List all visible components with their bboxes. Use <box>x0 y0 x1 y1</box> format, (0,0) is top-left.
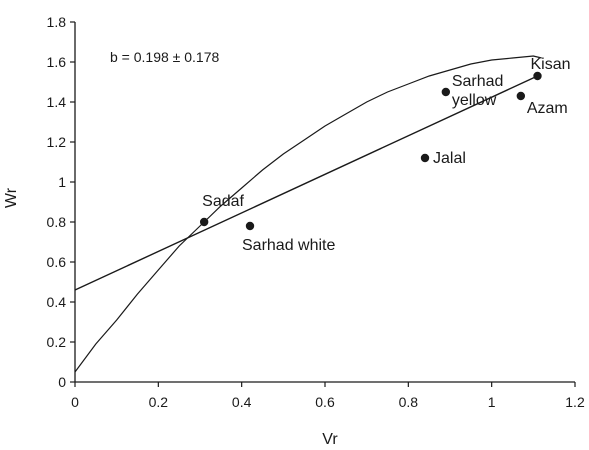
regression-annotation: b = 0.198 ± 0.178 <box>110 49 219 65</box>
data-point-sadaf <box>199 217 209 227</box>
data-point-kisan <box>533 71 542 81</box>
x-tick-label: 1 <box>488 394 496 410</box>
x-tick-label: 1.2 <box>565 394 585 410</box>
y-tick-label: 1.2 <box>47 134 67 150</box>
regression-line <box>74 75 538 291</box>
data-point-jalal <box>420 153 430 163</box>
y-tick-label: 0.2 <box>47 334 67 350</box>
point-label: Sarhad white <box>242 237 335 254</box>
data-point-azam <box>516 91 526 101</box>
point-label: Jalal <box>433 150 466 167</box>
point-label: Kisan <box>531 56 571 73</box>
data-points <box>199 71 542 231</box>
data-point-sarhad-white <box>245 221 255 231</box>
x-tick-label: 0 <box>71 394 79 410</box>
y-tick-label: 1 <box>58 174 66 190</box>
x-tick-label: 0.2 <box>149 394 169 410</box>
y-tick-label: 1.4 <box>47 94 67 110</box>
y-tick-label: 0.6 <box>47 254 67 270</box>
y-tick-label: 0.4 <box>47 294 67 310</box>
y-axis-title: Wr <box>3 187 20 208</box>
point-label: Sadaf <box>202 193 244 210</box>
tick-marks <box>70 21 576 387</box>
x-tick-label: 0.8 <box>399 394 419 410</box>
x-tick-label: 0.4 <box>232 394 252 410</box>
x-axis-title: Vr <box>322 431 338 448</box>
point-label: Sarhad yellow <box>452 73 504 109</box>
data-point-sarhad-yellow <box>441 87 451 97</box>
y-tick-label: 0.8 <box>47 214 67 230</box>
point-labels: Sadaf Sarhad white Jalal Sarhad yellow Azam Ki… <box>202 56 570 254</box>
tick-labels: 0 0.2 0.4 0.6 0.8 1 1.2 0 0.2 0.4 0.6 0.8 1 1.2 1.4 1.6… <box>47 14 585 410</box>
y-tick-label: 0 <box>58 374 66 390</box>
x-tick-label: 0.6 <box>315 394 335 410</box>
limiting-parabola-curve <box>74 55 542 373</box>
y-tick-label: 1.6 <box>47 54 67 70</box>
point-label: Azam <box>527 100 568 117</box>
y-tick-label: 1.8 <box>47 14 67 30</box>
